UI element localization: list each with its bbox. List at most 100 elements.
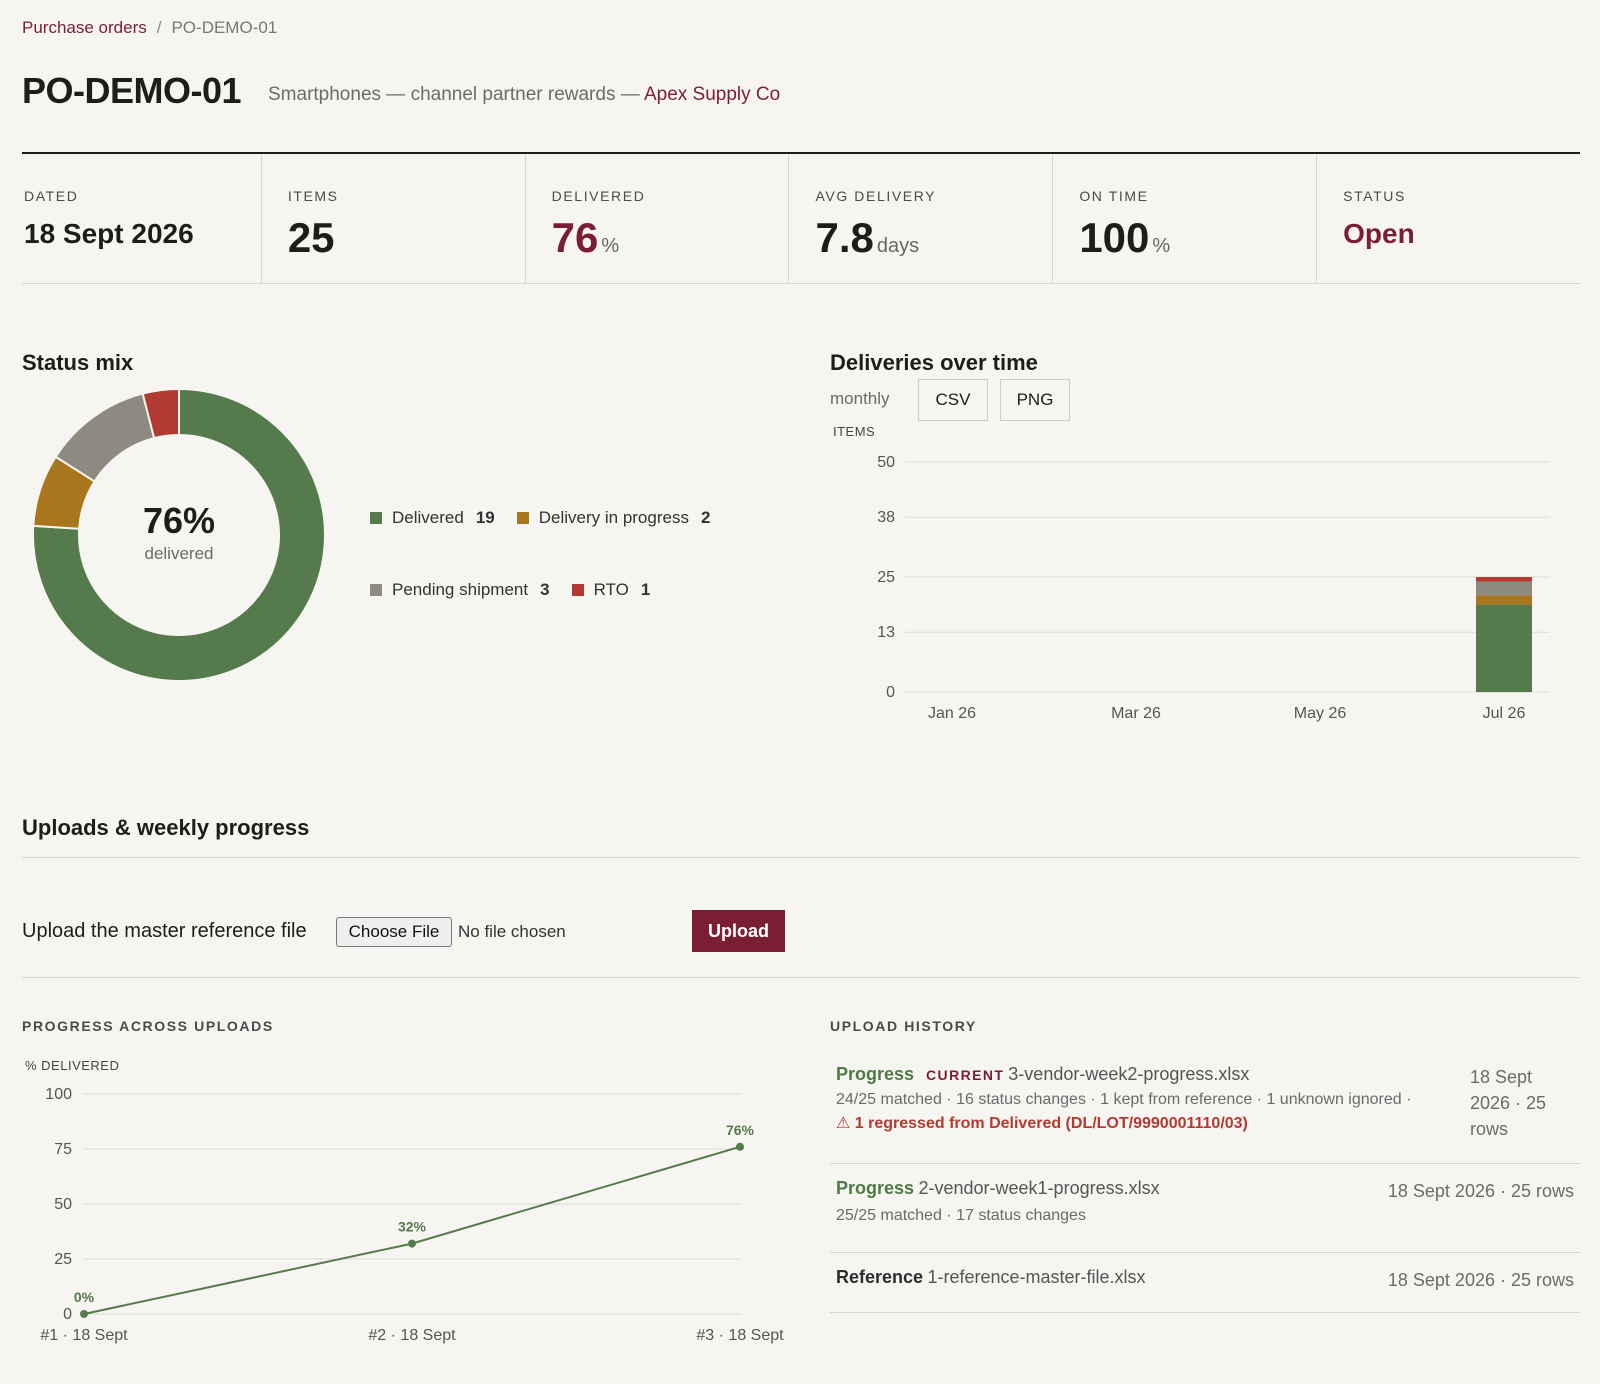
data-label: 76%: [726, 1122, 755, 1138]
vendor-link[interactable]: Apex Supply Co: [643, 84, 781, 105]
granularity-label: monthly: [830, 389, 890, 408]
history-item[interactable]: Reference 1-reference-master-file.xlsx 1…: [830, 1253, 1580, 1313]
breadcrumb-separator: /: [156, 18, 162, 37]
progress-point: [736, 1142, 744, 1151]
history-meta: 24/25 matched · 16 status changes · 1 ke…: [836, 1091, 1412, 1108]
stat-unit: days: [876, 235, 920, 257]
current-badge: CURRENT: [926, 1067, 1005, 1083]
donut-slice: [141, 388, 180, 440]
bar-segment: [1476, 581, 1532, 596]
history-date: 18 Sept 2026 · 25 rows: [1387, 1270, 1574, 1290]
bar-segment: [1476, 577, 1532, 582]
data-label: 32%: [398, 1219, 427, 1235]
export-csv-button[interactable]: CSV: [918, 379, 988, 421]
stat-avg-delivery: AVG DELIVERY 7.8 days: [788, 154, 1052, 283]
history-kind: Reference: [836, 1267, 924, 1287]
status-mix-title: Status mix: [22, 350, 134, 375]
upload-form-divider: [22, 977, 1580, 978]
file-status: No file chosen: [458, 922, 566, 941]
stat-items: ITEMS 25: [260, 154, 525, 283]
legend-label: RTO: [593, 580, 629, 599]
x-tick-label: Jan 26: [928, 705, 976, 722]
history-kind: Progress: [836, 1064, 915, 1084]
legend-swatch: [370, 512, 382, 524]
page-title: PO-DEMO-01: [22, 70, 242, 111]
status-mix-donut: [32, 388, 326, 682]
progress-heading: PROGRESS ACROSS UPLOADS: [22, 1018, 274, 1034]
stat-label: ITEMS: [287, 188, 339, 204]
history-date: 18 Sept 2026 · 25 rows: [1470, 1064, 1574, 1142]
bar-segment: [1476, 604, 1532, 692]
y-tick-label: 0: [886, 684, 895, 701]
x-tick-label: #1 · 18 Sept: [40, 1327, 128, 1344]
stat-label: ON TIME: [1079, 188, 1149, 204]
legend-label: Delivered: [392, 508, 464, 527]
breadcrumb-link-purchase-orders[interactable]: Purchase orders: [22, 18, 147, 37]
stat-label: AVG DELIVERY: [815, 188, 937, 204]
uploads-divider: [22, 857, 1580, 858]
history-meta: 25/25 matched · 17 status changes: [836, 1207, 1086, 1224]
status-badge: Open: [1343, 218, 1415, 249]
stat-delivered: DELIVERED 76%: [524, 154, 789, 283]
breadcrumb: Purchase orders / PO-DEMO-01: [22, 18, 277, 38]
progress-ylabel: % DELIVERED: [25, 1058, 120, 1073]
data-label: 0%: [74, 1289, 95, 1305]
legend-label: Pending shipment: [392, 580, 529, 599]
history-heading: UPLOAD HISTORY: [830, 1018, 977, 1034]
y-tick-label: 38: [877, 509, 895, 526]
history-file-name: 3-vendor-week2-progress.xlsx: [1008, 1064, 1250, 1084]
history-item[interactable]: Progress CURRENT 3-vendor-week2-progress.x…: [830, 1050, 1580, 1164]
progress-chart: 0 25 50 75 100 0% #1 · 18 Sept 32% #2 · 18 Sept 7…: [40, 1086, 784, 1344]
stat-value: 7.8 days: [815, 214, 1052, 262]
legend-item: Pending shipment 3: [370, 580, 550, 600]
history-kind: Progress: [836, 1178, 915, 1198]
x-tick-label: #2 · 18 Sept: [368, 1327, 456, 1344]
stat-value: 100%: [1079, 214, 1316, 262]
deliveries-chart: 0 13 25 38 50 Jan 26 Mar 26 May 26 Jul 26: [877, 454, 1550, 722]
stat-value: 18 Sept 2026: [24, 218, 194, 249]
status-legend: Delivered 19 Delivery in progress 2 Pending …: [370, 508, 770, 600]
y-tick-label: 75: [54, 1141, 72, 1158]
legend-item: RTO 1: [571, 580, 651, 600]
uploads-title: Uploads & weekly progress: [22, 815, 310, 840]
history-date-line: rows: [1470, 1119, 1509, 1139]
legend-swatch: [516, 512, 529, 524]
y-tick-label: 50: [54, 1196, 72, 1213]
legend-count: 1: [640, 580, 651, 599]
legend-count: 2: [700, 508, 711, 527]
x-tick-label: #3 · 18 Sept: [696, 1327, 784, 1344]
stat-unit: %: [1152, 235, 1171, 257]
bar-segment: [1476, 595, 1532, 605]
y-tick-label: 50: [877, 454, 895, 471]
donut-center-label: delivered: [144, 544, 214, 563]
legend-item: Delivery in progress 2: [516, 508, 711, 528]
stat-number: 7.8: [815, 214, 874, 261]
stat-number: 76: [551, 214, 599, 261]
stat-dated: DATED 18 Sept 2026: [22, 154, 261, 283]
donut-center-value: 76%: [142, 500, 216, 541]
donut-center: 76% delivered: [32, 500, 326, 564]
donut-slice: [32, 388, 326, 682]
y-tick-label: 25: [877, 569, 895, 586]
legend-row: Delivered 19 Delivery in progress 2 Pending …: [370, 508, 770, 600]
x-tick-label: Jul 26: [1483, 705, 1526, 722]
stat-number: 100: [1079, 214, 1150, 261]
stat-label: DELIVERED: [551, 188, 646, 204]
y-tick-label: 13: [877, 624, 895, 641]
history-date-line: 2026 · 25: [1470, 1093, 1547, 1113]
page-subtitle: Smartphones — channel partner rewards — …: [268, 84, 780, 106]
history-item[interactable]: Progress 2-vendor-week1-progress.xlsx 25…: [830, 1164, 1580, 1253]
history-file-name: 1-reference-master-file.xlsx: [927, 1267, 1146, 1287]
header-rule: [22, 152, 1580, 154]
x-tick-label: Mar 26: [1111, 705, 1161, 722]
history-item-body: Progress CURRENT 3-vendor-week2-progress.x…: [836, 1064, 1436, 1133]
choose-file-button[interactable]: Choose File: [336, 917, 452, 947]
stat-unit: %: [601, 235, 620, 257]
stat-label: STATUS: [1343, 188, 1406, 204]
export-png-button[interactable]: PNG: [1000, 379, 1070, 421]
deliveries-title: Deliveries over time: [830, 350, 1038, 375]
stat-on-time: ON TIME 100%: [1052, 154, 1316, 283]
stat-value: 25: [287, 214, 335, 261]
upload-button[interactable]: Upload: [692, 910, 785, 952]
legend-count: 3: [540, 580, 550, 599]
